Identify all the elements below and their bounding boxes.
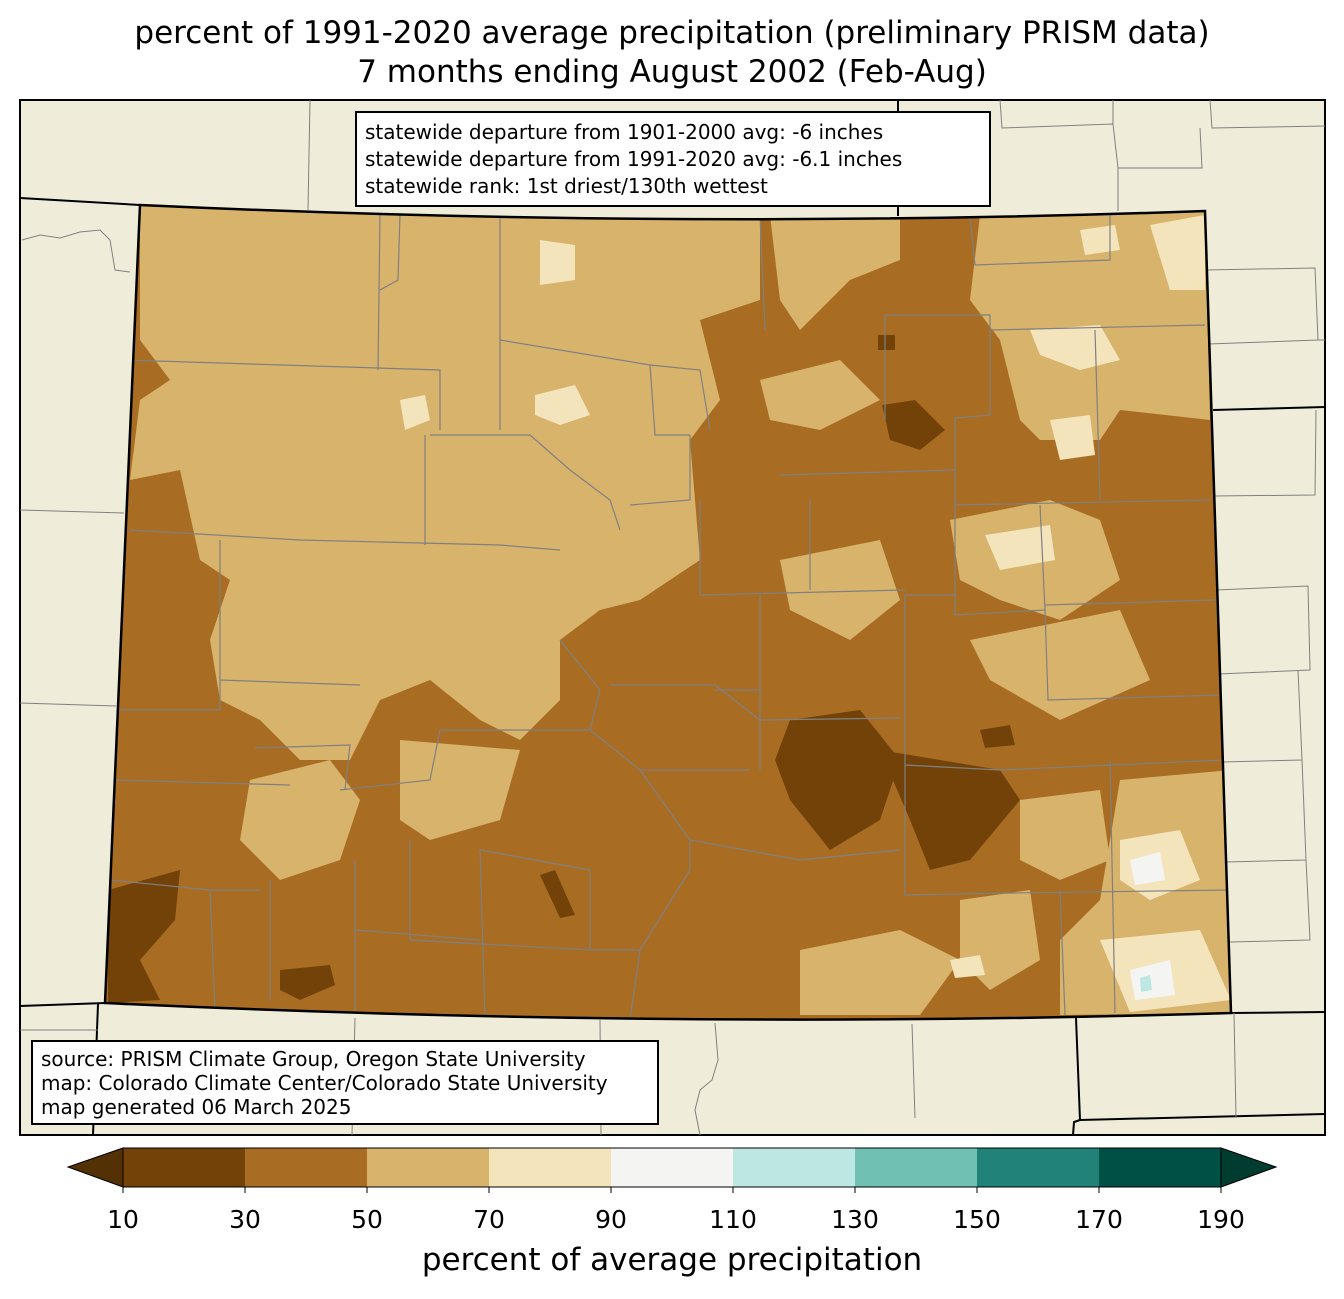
colorbar-tick-label: 10 [107, 1205, 139, 1234]
stats-departure-1901-2000: statewide departure from 1901-2000 avg: … [365, 120, 884, 144]
colorbar-segment [1099, 1148, 1222, 1187]
colorbar-over-extension [1220, 1147, 1278, 1188]
source-credits-box: source: PRISM Climate Group, Oregon Stat… [31, 1040, 659, 1125]
colorbar-tick-label: 30 [229, 1205, 261, 1234]
colorbar-segment [245, 1148, 368, 1187]
colorbar-segment [611, 1148, 734, 1187]
colorbar-tick-label: 130 [831, 1205, 879, 1234]
colorbar-segment [733, 1148, 856, 1187]
colorbar-under-extension [66, 1147, 124, 1188]
colorbar-segment [367, 1148, 490, 1187]
colorbar-tick-label: 190 [1197, 1205, 1245, 1234]
colorado-state-outline [103, 203, 1233, 1021]
colorbar-tick-label: 170 [1075, 1205, 1123, 1234]
colorbar-segment [977, 1148, 1100, 1187]
colorbar-tick-label: 110 [709, 1205, 757, 1234]
map-title-line-1: percent of 1991-2020 average precipitati… [134, 15, 1210, 51]
colorbar-tick-label: 50 [351, 1205, 383, 1234]
map-title-line-2: 7 months ending August 2002 (Feb-Aug) [357, 54, 987, 90]
colorbar-tick-label: 150 [953, 1205, 1001, 1234]
precipitation-field [105, 205, 1231, 1020]
colorbar-label: percent of average precipitation [421, 1242, 923, 1278]
map-credit-line: map: Colorado Climate Center/Colorado St… [41, 1071, 608, 1095]
colorbar-tick-label: 90 [595, 1205, 627, 1234]
stats-departure-1991-2020: statewide departure from 1991-2020 avg: … [365, 147, 903, 171]
colorbar [66, 1147, 1278, 1193]
colorbar-segment [855, 1148, 978, 1187]
colorbar-segment [123, 1148, 246, 1187]
source-line: source: PRISM Climate Group, Oregon Stat… [41, 1047, 586, 1071]
stats-rank: statewide rank: 1st driest/130th wettest [365, 174, 768, 198]
colorbar-tick-label: 70 [473, 1205, 505, 1234]
neighbor-boundaries [20, 100, 1325, 1135]
county-lines [109, 214, 1231, 1020]
generated-date-line: map generated 06 March 2025 [41, 1095, 352, 1119]
statewide-stats-box: statewide departure from 1901-2000 avg: … [355, 111, 991, 207]
colorbar-segment [489, 1148, 612, 1187]
